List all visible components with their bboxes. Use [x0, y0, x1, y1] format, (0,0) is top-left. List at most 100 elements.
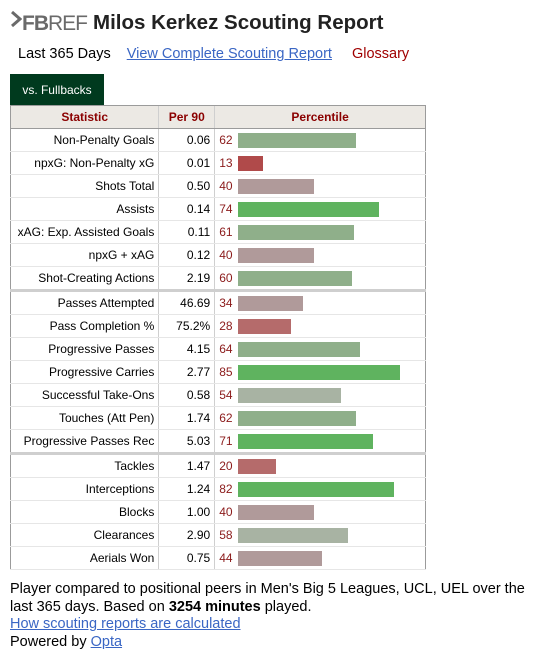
percentile-cell: 74: [214, 197, 426, 221]
opta-link[interactable]: Opta: [90, 633, 123, 650]
table-row: npxG + xAG 0.12 40: [10, 243, 426, 267]
logo-fb-text: FB: [22, 12, 49, 35]
table-row: Aerials Won 0.75 44: [10, 546, 426, 570]
percentile-value: 64: [219, 342, 233, 356]
percentile-bar: [238, 504, 315, 520]
per90-value: 0.12: [158, 243, 216, 267]
table-row: Interceptions 1.24 82: [10, 477, 426, 501]
per90-value: 0.14: [158, 197, 216, 221]
percentile-bar: [238, 178, 315, 194]
per90-value: 1.47: [158, 452, 216, 478]
percentile-cell: 20: [214, 452, 426, 478]
table-row: Clearances 2.90 58: [10, 523, 426, 547]
percentile-cell: 40: [214, 174, 426, 198]
percentile-value: 54: [219, 388, 233, 402]
table-row: Shots Total 0.50 40: [10, 174, 426, 198]
percentile-value: 40: [219, 248, 233, 262]
period-current: Last 365 Days: [18, 46, 111, 62]
table-row: Blocks 1.00 40: [10, 500, 426, 524]
percentile-value: 60: [219, 271, 233, 285]
per90-value: 1.00: [158, 500, 216, 524]
comparison-note-post: played.: [260, 598, 312, 615]
percentile-value: 82: [219, 482, 233, 496]
percentile-value: 62: [219, 133, 233, 147]
stat-name: Clearances: [10, 523, 160, 547]
column-header-statistic: Statistic: [10, 105, 159, 129]
percentile-cell: 13: [214, 151, 426, 175]
percentile-cell: 85: [214, 360, 426, 384]
percentile-bar: [238, 481, 395, 497]
table-row: Non-Penalty Goals 0.06 62: [10, 128, 426, 152]
percentile-bar: [238, 155, 264, 171]
table-row: Shot-Creating Actions 2.19 60: [10, 266, 426, 291]
stat-name: xAG: Exp. Assisted Goals: [10, 220, 160, 244]
stat-name: npxG + xAG: [10, 243, 160, 267]
per90-value: 1.24: [158, 477, 216, 501]
percentile-value: 40: [219, 179, 233, 193]
percentile-value: 62: [219, 411, 233, 425]
percentile-value: 34: [219, 296, 233, 310]
table-row: Tackles 1.47 20: [10, 452, 426, 478]
table-row: Progressive Passes 4.15 64: [10, 337, 426, 361]
percentile-bar: [238, 458, 277, 474]
fbref-logo[interactable]: FB REF: [10, 8, 88, 38]
stat-name: Aerials Won: [10, 546, 160, 570]
stat-name: Pass Completion %: [10, 314, 160, 338]
percentile-value: 61: [219, 225, 233, 239]
percentile-cell: 62: [214, 406, 426, 430]
percentile-value: 28: [219, 319, 233, 333]
per90-value: 46.69: [158, 289, 216, 315]
table-body: Non-Penalty Goals 0.06 62 npxG: Non-Penalty…: [10, 128, 426, 570]
percentile-bar: [238, 270, 353, 286]
stat-name: Tackles: [10, 452, 160, 478]
stat-name: Assists: [10, 197, 160, 221]
page-title: Milos Kerkez Scouting Report: [93, 11, 384, 34]
percentile-value: 85: [219, 365, 233, 379]
per90-value: 0.75: [158, 546, 216, 570]
per90-value: 0.50: [158, 174, 216, 198]
percentile-cell: 60: [214, 266, 426, 291]
percentile-bar: [238, 132, 357, 148]
percentile-value: 13: [219, 156, 233, 170]
percentile-bar: [238, 247, 315, 263]
stat-name: Shot-Creating Actions: [10, 266, 160, 291]
comparison-note: Player compared to positional peers in M…: [10, 581, 526, 616]
how-calculated-link[interactable]: How scouting reports are calculated: [10, 616, 241, 632]
stat-name: Interceptions: [10, 477, 160, 501]
stat-name: Successful Take-Ons: [10, 383, 160, 407]
per90-value: 0.01: [158, 151, 216, 175]
column-header-percentile: Percentile: [214, 105, 426, 129]
per90-value: 0.11: [158, 220, 216, 244]
stat-name: Progressive Passes Rec: [10, 429, 160, 454]
percentile-bar: [238, 364, 401, 380]
per90-value: 4.15: [158, 337, 216, 361]
per90-value: 0.06: [158, 128, 216, 152]
percentile-value: 71: [219, 434, 233, 448]
tab-vs-fullbacks[interactable]: vs. Fullbacks: [10, 74, 104, 105]
percentile-cell: 54: [214, 383, 426, 407]
percentile-cell: 71: [214, 429, 426, 454]
percentile-bar: [238, 341, 361, 357]
percentile-cell: 58: [214, 523, 426, 547]
complete-report-link[interactable]: View Complete Scouting Report: [126, 46, 332, 62]
percentile-cell: 44: [214, 546, 426, 570]
subnav: Last 365 Days View Complete Scouting Rep…: [18, 46, 409, 62]
percentile-bar: [238, 318, 292, 334]
logo-ref-text: REF: [48, 12, 88, 35]
per90-value: 5.03: [158, 429, 216, 454]
stat-name: Passes Attempted: [10, 289, 160, 315]
table-row: Passes Attempted 46.69 34: [10, 289, 426, 315]
table-row: Progressive Passes Rec 5.03 71: [10, 429, 426, 454]
percentile-bar: [238, 201, 380, 217]
percentile-cell: 28: [214, 314, 426, 338]
stat-name: npxG: Non-Penalty xG: [10, 151, 160, 175]
stat-name: Blocks: [10, 500, 160, 524]
percentile-cell: 82: [214, 477, 426, 501]
percentile-bar: [238, 295, 304, 311]
percentile-value: 58: [219, 528, 233, 542]
glossary-link[interactable]: Glossary: [351, 46, 410, 62]
percentile-value: 44: [219, 551, 233, 565]
percentile-bar: [238, 387, 342, 403]
footer: Player compared to positional peers in M…: [10, 581, 526, 651]
per90-value: 0.58: [158, 383, 216, 407]
